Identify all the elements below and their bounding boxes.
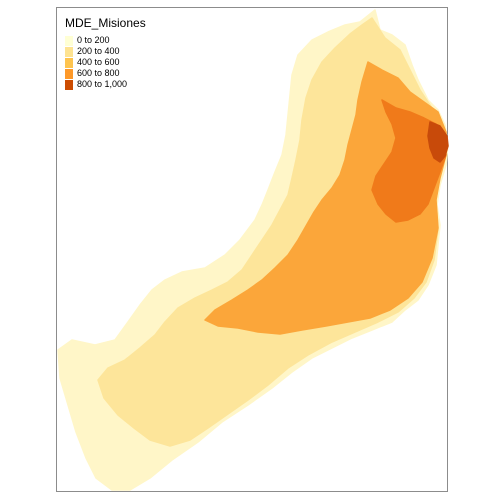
legend-swatch <box>65 35 73 46</box>
legend-title: MDE_Misiones <box>65 16 146 30</box>
legend-item-400-600: 400 to 600 <box>65 57 146 68</box>
elevation-zone-800-1000 <box>427 121 449 163</box>
legend-label: 800 to 1,000 <box>77 79 128 89</box>
legend-label: 400 to 600 <box>77 57 120 67</box>
legend-label: 600 to 800 <box>77 68 120 78</box>
legend-label: 0 to 200 <box>77 35 110 45</box>
legend-swatch <box>65 46 73 57</box>
legend-swatch <box>65 68 73 79</box>
legend-swatch <box>65 79 73 90</box>
legend-item-800-1000: 800 to 1,000 <box>65 79 146 90</box>
legend-item-200-400: 200 to 400 <box>65 46 146 57</box>
legend-label: 200 to 400 <box>77 46 120 56</box>
map-legend: MDE_Misiones 0 to 200 200 to 400 400 to … <box>65 16 146 90</box>
legend-item-600-800: 600 to 800 <box>65 68 146 79</box>
legend-swatch <box>65 57 73 68</box>
legend-item-0-200: 0 to 200 <box>65 35 146 46</box>
